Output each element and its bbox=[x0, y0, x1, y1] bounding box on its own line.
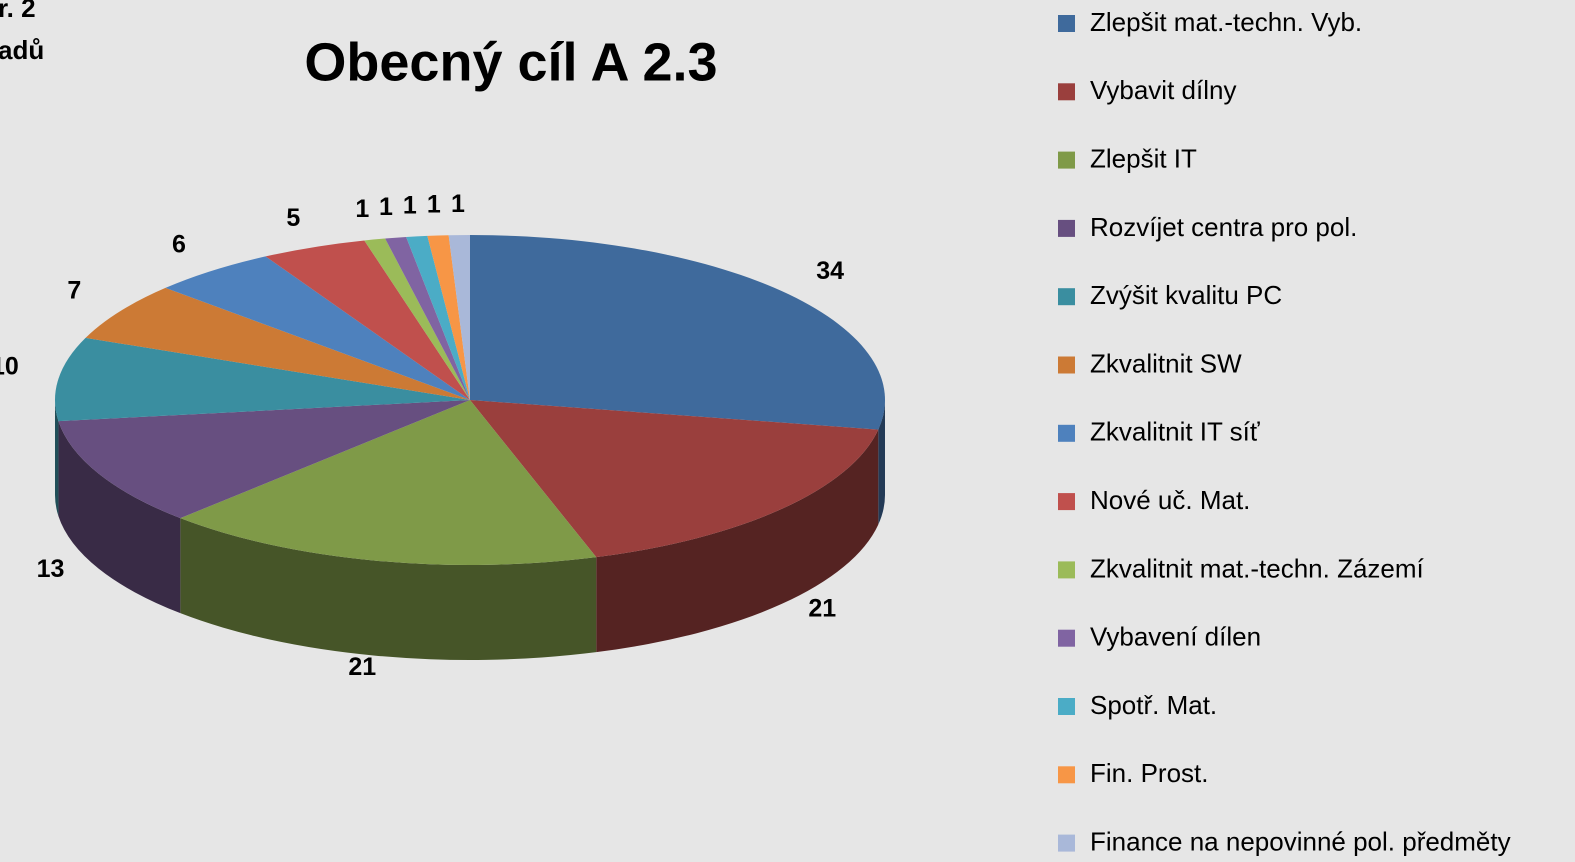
pie-slice bbox=[448, 235, 470, 400]
pie-slice bbox=[180, 400, 597, 565]
legend-marker bbox=[1058, 698, 1075, 715]
annotation: r. 2 bbox=[0, 0, 36, 23]
data-label: 1 bbox=[355, 195, 369, 223]
pie-slice bbox=[364, 238, 470, 400]
data-label: 21 bbox=[348, 653, 376, 681]
legend-label: Zkvalitnit SW bbox=[1090, 348, 1242, 378]
legend-label: Zlepšit IT bbox=[1090, 143, 1197, 173]
data-label: 7 bbox=[67, 277, 81, 305]
legend-label: Nové uč. Mat. bbox=[1090, 485, 1250, 515]
legend-marker bbox=[1058, 766, 1075, 784]
legend-marker bbox=[1058, 561, 1075, 579]
legend-label: Rozvíjet centra pro pol. bbox=[1090, 212, 1357, 242]
data-label: 1 bbox=[451, 190, 465, 218]
data-label: 10 bbox=[0, 353, 19, 381]
legend-marker bbox=[1058, 151, 1075, 169]
pie-slice bbox=[470, 235, 885, 430]
data-label: 1 bbox=[403, 192, 417, 220]
pie-labels: 342121131076511111 bbox=[0, 190, 844, 681]
data-label: 1 bbox=[379, 193, 393, 221]
legend-marker bbox=[1058, 493, 1075, 511]
pie-slice bbox=[58, 400, 470, 519]
legend-label: Zlepšit mat.-techn. Vyb. bbox=[1090, 7, 1362, 37]
data-label: 13 bbox=[37, 555, 65, 583]
chart-title: Obecný cíl A 2.3 bbox=[304, 32, 717, 92]
legend: Zlepšit mat.-techn. Vyb. Vybavit dílny Zle… bbox=[1058, 7, 1511, 856]
annotation: adů bbox=[0, 35, 44, 65]
legend-marker bbox=[1058, 356, 1075, 374]
data-label: 21 bbox=[808, 595, 836, 623]
pie-slice bbox=[385, 236, 470, 400]
legend-label: Zvýšit kvalitu PC bbox=[1090, 280, 1282, 310]
legend-label: Finance na nepovinné pol. předměty bbox=[1090, 826, 1511, 856]
legend-label: Spotř. Mat. bbox=[1090, 690, 1217, 720]
pie-side bbox=[58, 421, 181, 614]
legend-marker bbox=[1058, 15, 1075, 32]
data-label: 1 bbox=[427, 191, 441, 219]
legend-label: Vybavit dílny bbox=[1090, 75, 1236, 105]
pie-slice bbox=[427, 235, 470, 400]
data-label: 34 bbox=[816, 257, 844, 285]
legend-marker bbox=[1058, 424, 1075, 442]
legend-marker bbox=[1058, 219, 1075, 237]
pie-side bbox=[180, 518, 597, 660]
legend-label: Vybavení dílen bbox=[1090, 622, 1261, 652]
pie-sides bbox=[55, 400, 885, 660]
data-label: 6 bbox=[172, 230, 186, 258]
pie-slice bbox=[55, 337, 471, 422]
pie-slice bbox=[165, 256, 471, 400]
legend-marker bbox=[1058, 834, 1075, 852]
pie-slice bbox=[470, 400, 879, 558]
pie-side bbox=[596, 429, 879, 653]
pie-slice bbox=[406, 235, 470, 400]
pie-slice bbox=[85, 287, 470, 400]
legend-label: Zkvalitnit mat.-techn. Zázemí bbox=[1090, 553, 1425, 583]
pie-tops bbox=[55, 235, 885, 565]
pie-side bbox=[55, 400, 59, 517]
pie-side bbox=[878, 400, 885, 525]
pie-slice bbox=[265, 240, 470, 400]
legend-marker bbox=[1058, 629, 1075, 647]
data-label: 5 bbox=[286, 204, 300, 232]
legend-label: Zkvalitnit IT síť bbox=[1090, 417, 1260, 447]
legend-marker bbox=[1058, 83, 1075, 101]
legend-label: Fin. Prost. bbox=[1090, 758, 1208, 788]
legend-marker bbox=[1058, 288, 1075, 306]
